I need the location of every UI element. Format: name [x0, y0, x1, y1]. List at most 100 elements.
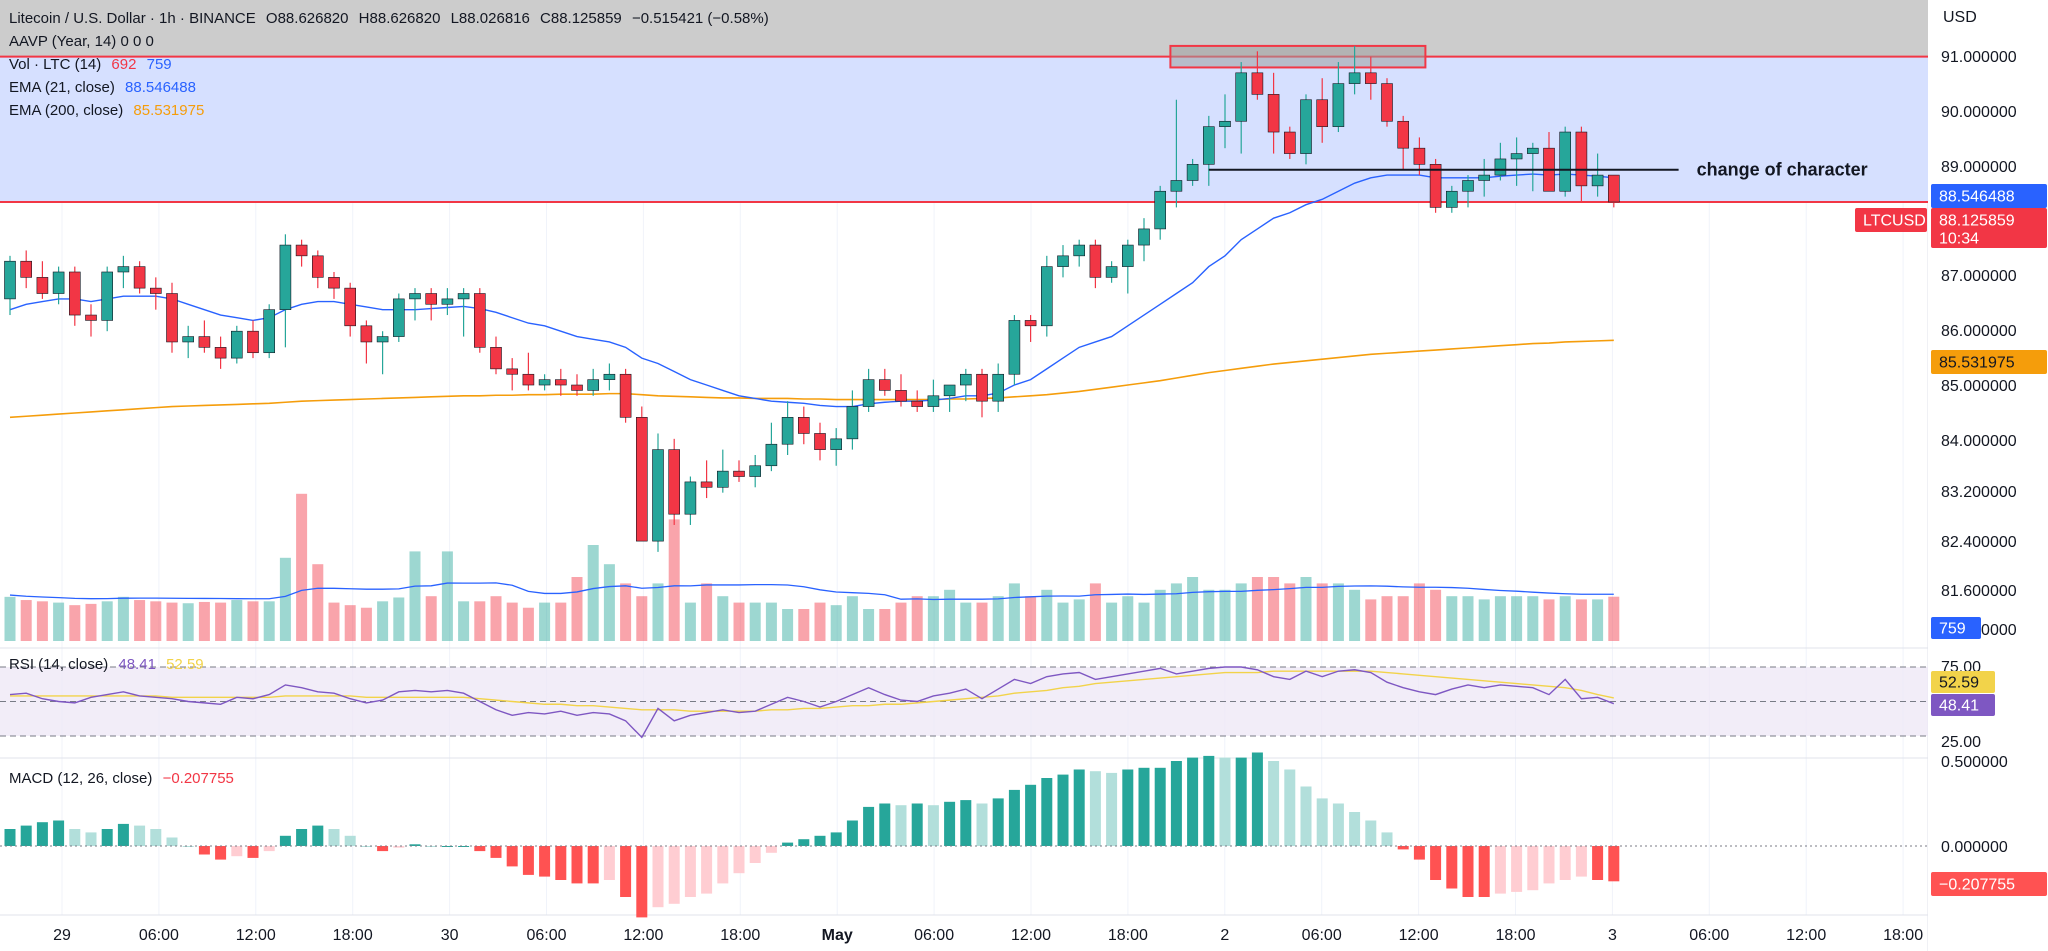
countdown-tag: 10:34	[1939, 231, 1979, 248]
price-tick-label: 90.000000	[1941, 104, 2017, 121]
rsi-tick-label: 25.00	[1941, 734, 1981, 751]
volume-bar	[1608, 596, 1620, 641]
candle-body	[1608, 174, 1620, 203]
candle	[1284, 126, 1296, 159]
volume-bar	[749, 602, 761, 641]
macd-bar	[587, 846, 599, 884]
macd-bar	[101, 829, 113, 846]
candle-body	[457, 293, 470, 300]
candle-body	[522, 373, 535, 386]
volume-label: Vol · LTC (14)	[9, 56, 102, 73]
volume-bar	[1284, 583, 1296, 641]
candle	[392, 293, 405, 342]
candle-body	[603, 373, 616, 380]
ema200-legend[interactable]: EMA (200, close) 85.531975	[9, 102, 210, 119]
macd-label: MACD (12, 26, close)	[9, 770, 153, 787]
time-tick-label: 06:00	[1689, 927, 1729, 944]
macd-bar	[1381, 832, 1393, 846]
candle	[1446, 185, 1458, 213]
candle	[247, 320, 259, 359]
time-tick-label: 06:00	[139, 927, 179, 944]
macd-bar	[1478, 846, 1490, 897]
volume-bar	[522, 607, 534, 641]
volume-bar	[1349, 589, 1361, 641]
macd-bar	[1575, 846, 1587, 877]
candle	[1170, 99, 1183, 208]
ema21-legend[interactable]: EMA (21, close) 88.546488	[9, 79, 202, 96]
candle	[1316, 78, 1328, 143]
macd-bar	[1025, 784, 1037, 846]
time-tick-label: 12:00	[236, 927, 276, 944]
candle	[1365, 56, 1377, 100]
volume-bar	[409, 551, 421, 641]
candle	[1008, 315, 1021, 386]
candle-body	[360, 325, 373, 343]
macd-bar	[134, 825, 146, 846]
volume-bar	[539, 602, 551, 641]
volume-bar	[798, 609, 810, 641]
currency-label[interactable]: USD	[1943, 9, 1977, 26]
candle-body	[1413, 147, 1426, 165]
candle	[1219, 94, 1231, 149]
macd-bar	[279, 835, 291, 846]
volume-bar	[976, 602, 988, 641]
macd-bar	[215, 846, 227, 860]
macd-bar	[944, 801, 956, 846]
candle	[182, 325, 194, 359]
candle-body	[668, 449, 681, 515]
macd-bar	[1559, 846, 1571, 880]
volume-bar	[506, 602, 518, 641]
candle-body	[1559, 131, 1571, 192]
candle	[101, 266, 113, 332]
macd-bar	[1251, 752, 1263, 846]
aavp-legend[interactable]: AAVP (Year, 14) 0 0 0	[9, 33, 154, 50]
candle-body	[409, 293, 421, 300]
candle-body	[1186, 164, 1199, 181]
rsi-label: RSI (14, close)	[9, 656, 109, 673]
candle	[279, 234, 292, 348]
volume-bar	[895, 602, 907, 641]
macd-bar	[976, 803, 988, 846]
rsi-legend[interactable]: RSI (14, close) 48.41 52.59	[9, 656, 210, 673]
volume-bar	[1251, 577, 1263, 641]
candle	[506, 358, 519, 391]
price-tick-label: 91.000000	[1941, 49, 2017, 66]
volume-bar	[1073, 599, 1085, 641]
macd-bar	[1057, 774, 1069, 846]
time-tick-label: 12:00	[1399, 927, 1439, 944]
candle-body	[150, 287, 162, 294]
candle-body	[263, 309, 276, 354]
candle-body	[1284, 131, 1296, 154]
volume-bar	[344, 605, 356, 641]
volume-bar	[1511, 596, 1523, 641]
price-tick-label: 85.000000	[1941, 378, 2017, 395]
macd-bar	[1316, 798, 1328, 846]
macd-bar	[555, 846, 567, 880]
candles	[4, 45, 1620, 552]
candle	[652, 433, 664, 552]
time-tick-label: 12:00	[623, 927, 663, 944]
candle-body	[619, 373, 632, 418]
volume-bar	[668, 519, 680, 641]
volume-bar	[960, 602, 972, 641]
macd-legend[interactable]: MACD (12, 26, close) −0.207755	[9, 770, 240, 787]
time-tick-label: 18:00	[1883, 927, 1923, 944]
volume-bar	[1478, 599, 1490, 641]
candle-body	[1348, 72, 1361, 84]
macd-bar	[1089, 771, 1101, 846]
candle	[927, 379, 940, 412]
macd-bar	[1041, 778, 1053, 846]
macd-bar	[717, 846, 729, 884]
volume-bar	[636, 596, 648, 641]
time-tick-label: 06:00	[526, 927, 566, 944]
candle-body	[797, 417, 810, 434]
macd-bar	[4, 829, 16, 846]
volume-bar	[1332, 583, 1344, 641]
volume-legend[interactable]: Vol · LTC (14) 692 759	[9, 56, 178, 73]
macd-bar	[765, 846, 777, 853]
time-tick-label: 30	[441, 927, 459, 944]
symbol-title[interactable]: Litecoin / U.S. Dollar · 1h · BINANCE	[9, 10, 256, 27]
candle-body	[1122, 244, 1134, 267]
macd-bar	[1219, 757, 1231, 846]
